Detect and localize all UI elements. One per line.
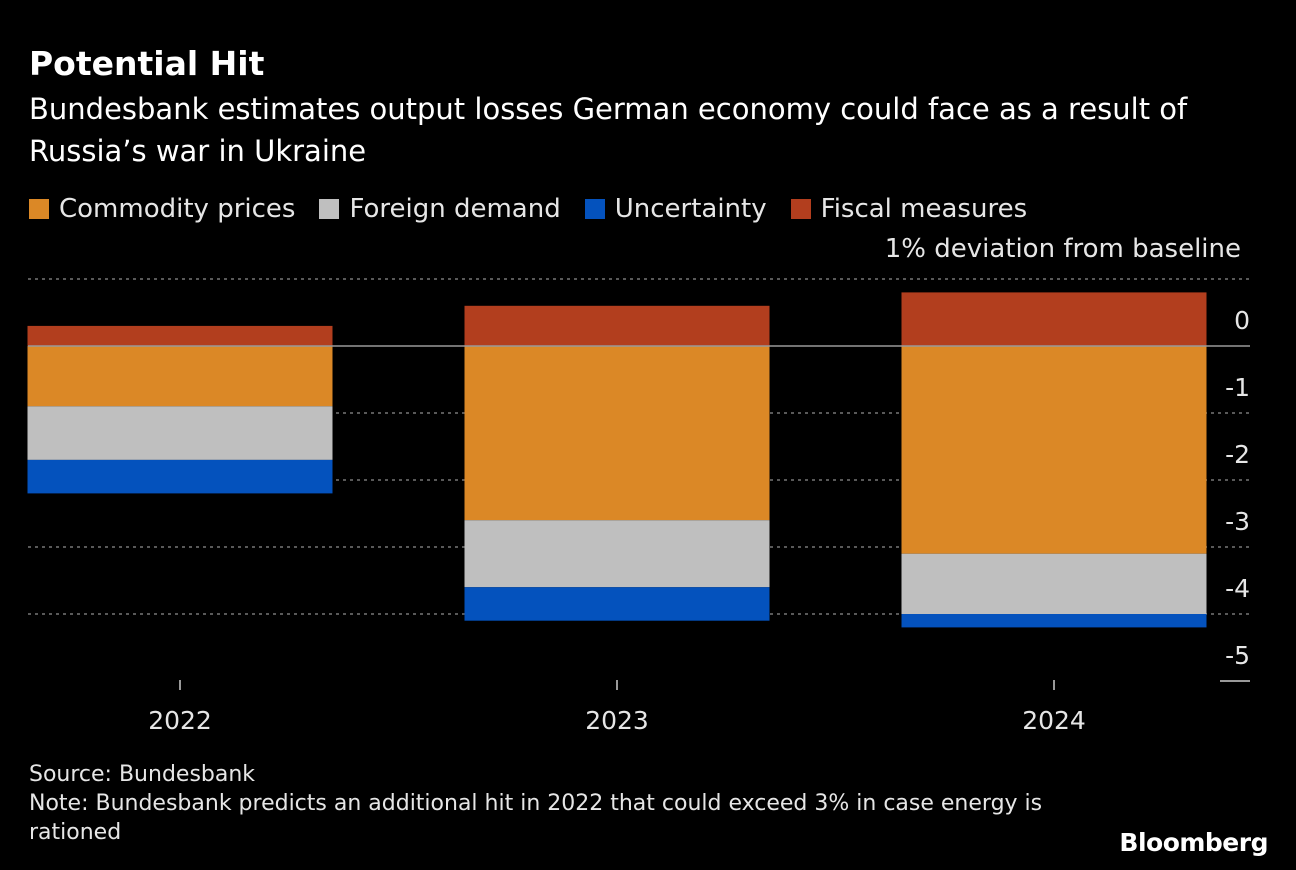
bar-segment <box>27 346 333 407</box>
y-tick-label: -4 <box>1225 574 1250 603</box>
bar-segment <box>464 520 770 588</box>
bar-segment <box>464 587 770 621</box>
chart-subtitle: Bundesbank estimates output losses Germa… <box>29 92 1188 168</box>
y-axis-label: 1% deviation from baseline <box>884 234 1241 264</box>
bar-segment <box>464 346 770 521</box>
legend-item-foreign: Foreign demand <box>319 194 561 224</box>
y-tick-label: -2 <box>1225 440 1250 469</box>
bar-segment <box>901 292 1207 346</box>
note-text: Note: Bundesbank predicts an additional … <box>29 791 1043 845</box>
source-note: Source: Bundesbank Note: Bundesbank pred… <box>29 760 1079 847</box>
y-tick-label: -3 <box>1225 507 1250 536</box>
legend-label: Foreign demand <box>349 194 561 224</box>
bar-segment <box>901 614 1207 628</box>
legend-label: Uncertainty <box>614 194 767 224</box>
bar-segment <box>464 305 770 346</box>
legend-swatch <box>319 199 340 219</box>
bar-segment <box>901 553 1207 614</box>
legend-swatch <box>584 199 605 219</box>
y-tick-label: -1 <box>1225 373 1250 402</box>
x-tick-label: 2022 <box>148 706 212 735</box>
bar-segment <box>27 406 333 460</box>
x-tick-label: 2023 <box>585 706 649 735</box>
bar-segment <box>27 325 333 346</box>
legend-item-fiscal: Fiscal measures <box>790 194 1028 224</box>
legend-label: Fiscal measures <box>820 194 1028 224</box>
legend-label: Commodity prices <box>59 194 296 224</box>
source-text: Source: Bundesbank <box>29 762 256 787</box>
legend-swatch <box>29 199 49 219</box>
x-tick-label: 2024 <box>1022 706 1086 735</box>
legend-swatch <box>790 199 811 219</box>
bar-segment <box>27 459 333 494</box>
y-tick-label: -5 <box>1225 641 1250 670</box>
bloomberg-logo: Bloomberg <box>1119 828 1268 857</box>
y-tick-label: 0 <box>1234 306 1250 335</box>
legend: Commodity prices Foreign demand Uncertai… <box>29 194 1027 224</box>
legend-item-commodity: Commodity prices <box>29 194 295 224</box>
chart-plot: 2022 2023 2024 0 -1 -2 -3 -4 -5 <box>27 278 1250 735</box>
bar-segment <box>901 346 1207 554</box>
chart-title: Potential Hit <box>29 44 265 83</box>
legend-item-uncertainty: Uncertainty <box>584 194 767 224</box>
